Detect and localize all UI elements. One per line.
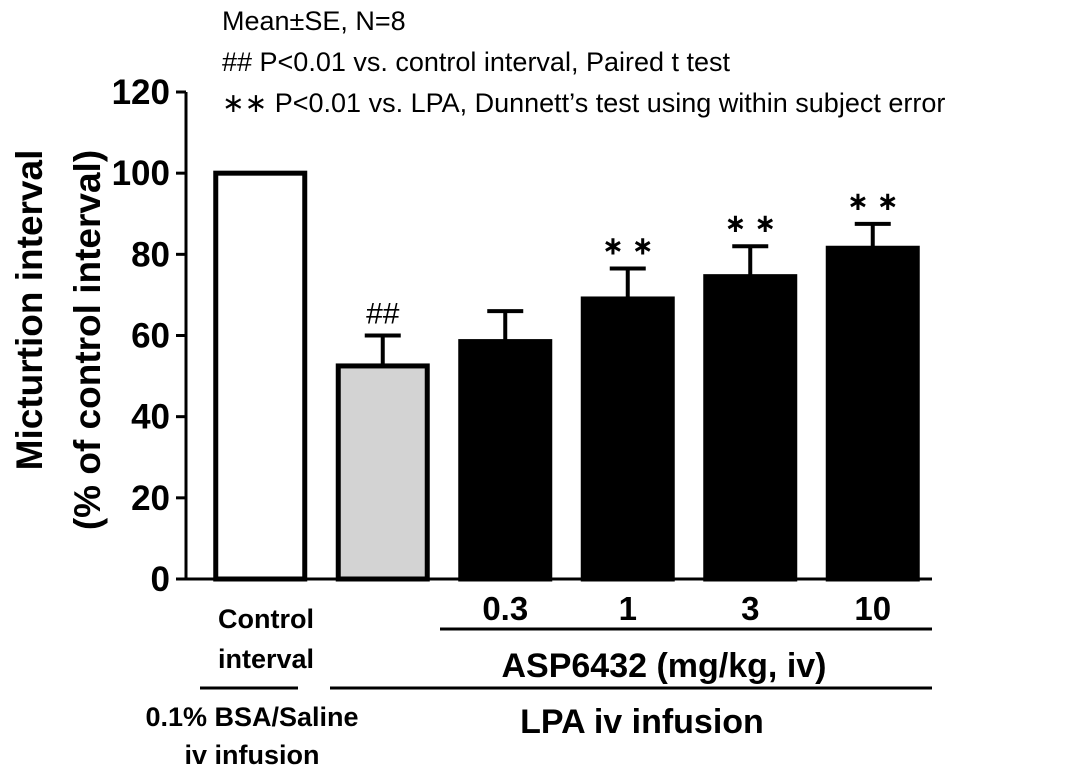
vehicle-label-line2: iv infusion — [185, 740, 320, 770]
note-paired-t-test: ## P<0.01 vs. control interval, Paired t… — [222, 47, 731, 77]
significance-label: ∗∗ — [724, 209, 784, 239]
bar — [825, 245, 920, 582]
y-tick-label: 120 — [112, 73, 170, 112]
note-mean-se: Mean±SE, N=8 — [222, 6, 406, 36]
bars: ## ∗∗ ∗∗ ∗∗ — [213, 170, 920, 582]
y-axis-label-2: (% of control interval) — [67, 150, 108, 530]
y-tick-label: 20 — [131, 479, 170, 518]
note-dunnett-test: ∗∗ P<0.01 vs. LPA, Dunnett’s test using … — [222, 88, 945, 118]
dose-label: 3 — [741, 590, 759, 627]
y-tick-label: 0 — [151, 560, 170, 599]
dose-group-label: ASP6432 (mg/kg, iv) — [501, 647, 826, 685]
y-axis-label-line2: (% of control interval) — [67, 150, 108, 530]
significance-label: ## — [366, 298, 400, 331]
control-label-line2: interval — [218, 644, 314, 674]
bar — [458, 339, 553, 582]
y-axis-label-line1: Micturtion interval — [9, 150, 50, 471]
y-tick-label: 100 — [112, 154, 170, 193]
y-tick-label: 80 — [131, 235, 170, 274]
y-tick-label: 60 — [131, 317, 170, 356]
bar — [335, 363, 430, 582]
control-label-line1: Control — [218, 604, 314, 634]
bar — [213, 170, 308, 582]
x-axis-labels: 0.3 1 3 10 — [482, 590, 891, 627]
y-tick-label: 40 — [131, 398, 170, 437]
significance-label: ∗∗ — [602, 232, 662, 262]
y-axis: 0 20 40 60 80 100 120 — [112, 73, 932, 599]
lpa-group-label: LPA iv infusion — [520, 703, 764, 741]
bar — [703, 274, 798, 582]
y-axis-label: Micturtion interval — [9, 150, 50, 471]
dose-label: 0.3 — [482, 590, 528, 627]
significance-label: ∗∗ — [847, 187, 907, 217]
vehicle-label-line1: 0.1% BSA/Saline — [145, 702, 358, 732]
dose-label: 10 — [854, 590, 891, 627]
bar — [580, 296, 675, 582]
dose-label: 1 — [619, 590, 637, 627]
